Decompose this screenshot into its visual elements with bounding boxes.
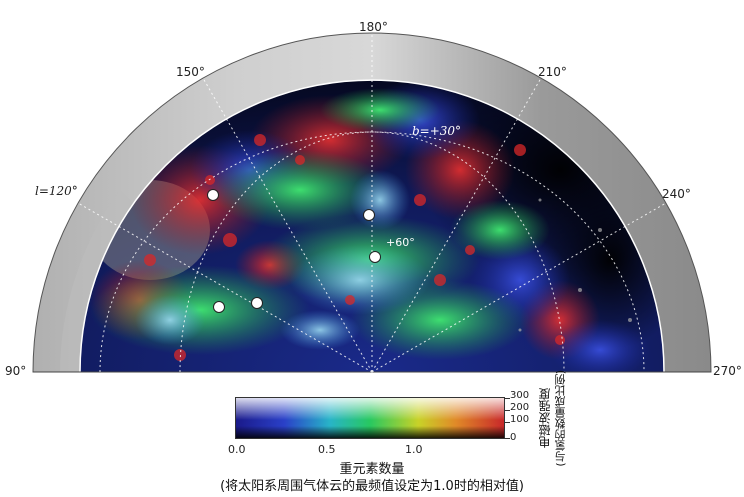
latitude-label-30: b=+30° — [412, 124, 462, 138]
marker — [207, 189, 219, 201]
colorbar-right-label-2: (与氢的数量成比例) — [554, 370, 567, 467]
colorbar-x-label-1: 重元素数量 — [339, 462, 405, 477]
longitude-label-90: 90° — [5, 364, 27, 378]
colorbar-right-label-1: 电磁波强度 — [538, 388, 552, 448]
colorbar-gradient — [235, 397, 505, 439]
observation-markers — [207, 189, 381, 313]
latitude-gridlines — [99, 131, 645, 373]
marker — [369, 251, 381, 263]
longitude-label-270: 270° — [713, 364, 742, 378]
colorbar-tick-05: 0.5 — [318, 443, 336, 456]
marker — [213, 301, 225, 313]
longitude-label-210: 210° — [538, 65, 567, 79]
longitude-label-120: l=120° — [35, 184, 78, 198]
colorbar — [235, 397, 505, 439]
marker — [251, 297, 263, 309]
marker — [363, 209, 375, 221]
latitude-label-60: +60° — [386, 236, 415, 249]
colorbar-tick-1: 1.0 — [405, 443, 423, 456]
colorbar-x-label-2: (将太阳系周围气体云的最频值设定为1.0时的相对值) — [220, 479, 524, 494]
longitude-label-180: 180° — [359, 20, 388, 34]
longitude-label-150: 150° — [176, 65, 205, 79]
colorbar-right-tick-200: 200 — [510, 402, 530, 413]
longitude-gridlines — [77, 33, 667, 373]
longitude-label-240: 240° — [662, 187, 691, 201]
colorbar-tick-0: 0.0 — [228, 443, 246, 456]
colorbar-right-tick-0: 0 — [510, 432, 517, 443]
colorbar-right-tick-300: 300 — [510, 390, 530, 401]
colorbar-right-tick-100: 100 — [510, 414, 530, 425]
